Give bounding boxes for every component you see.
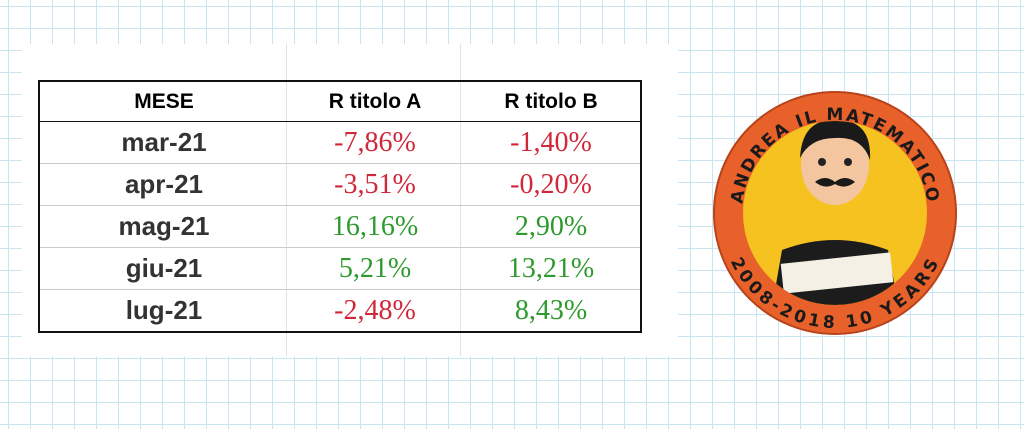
data-row: lug-21 -2,48% 8,43% (39, 290, 641, 333)
return-cell: 5,21% (288, 247, 462, 290)
return-cell: -2,48% (334, 294, 416, 326)
header-cell: R titolo A (288, 81, 462, 122)
logo-illustration (767, 121, 904, 305)
return-cell: -0,20% (462, 163, 641, 206)
header-cell: MESE (39, 81, 288, 122)
data-row: apr-21 -3,51% -0,20% (39, 163, 641, 206)
return-cell: 2,90% (462, 205, 641, 248)
return-cell: 16,16% (288, 205, 462, 248)
return-cell: -1,40% (462, 121, 641, 164)
month-cell: apr-21 (39, 163, 288, 206)
logo: ANDREA IL MATEMATICO 2008-2018 10 YEARS (713, 91, 957, 335)
return-cell: 13,21% (462, 247, 641, 290)
data-row: mag-21 16,16% 2,90% (39, 205, 641, 248)
data-row: giu-21 5,21% 13,21% (39, 247, 641, 290)
month-cell: mar-21 (39, 121, 288, 164)
month-cell: giu-21 (39, 247, 288, 290)
month-cell: lug-21 (125, 295, 203, 325)
return-cell: 8,43% (514, 294, 588, 326)
header-cell: R titolo B (462, 81, 641, 122)
data-row: mar-21 -7,86% -1,40% (39, 121, 641, 164)
return-cell: -7,86% (288, 121, 462, 164)
month-cell: mag-21 (39, 205, 288, 248)
return-cell: -3,51% (288, 163, 462, 206)
